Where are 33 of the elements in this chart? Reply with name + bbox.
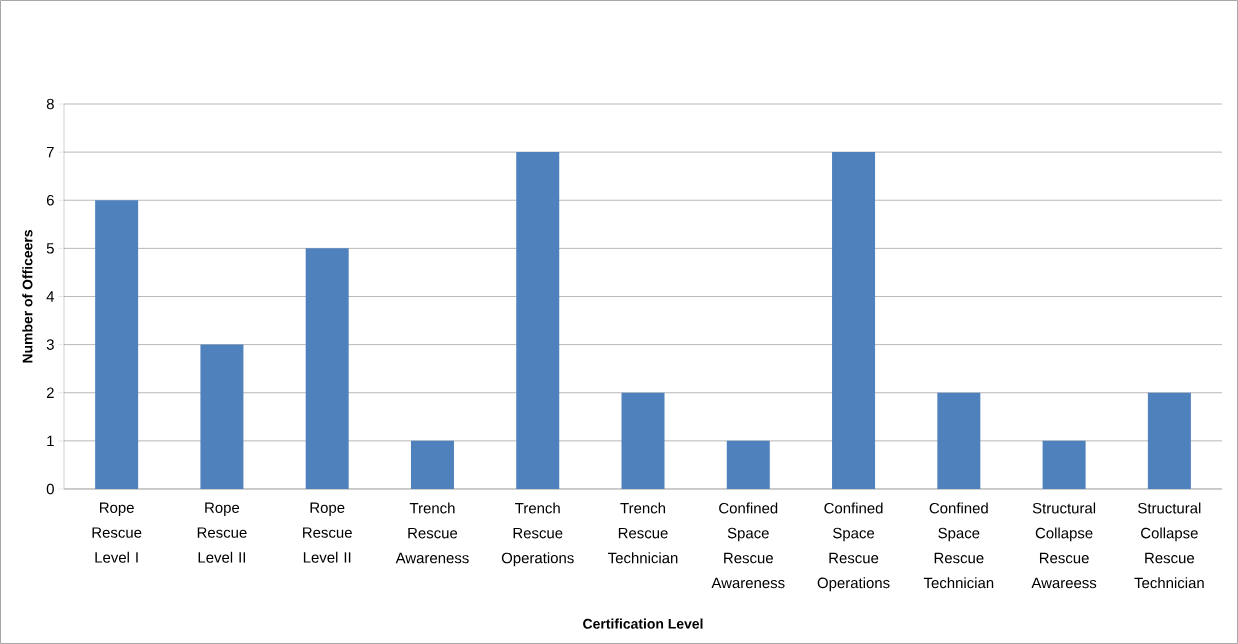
y-tick-label: 6 xyxy=(46,194,54,206)
x-tick-label: Structural Collapse Rescue Awareess xyxy=(1031,502,1097,589)
y-tick-label: 8 xyxy=(46,98,54,110)
bar xyxy=(305,248,349,489)
x-tick-label: Structural Collapse Rescue Technician xyxy=(1134,502,1204,589)
y-axis-title: Number of Officeers xyxy=(22,230,33,363)
y-tick-label: 7 xyxy=(46,146,54,158)
bar xyxy=(1147,392,1191,489)
y-tick-label: 3 xyxy=(46,339,54,350)
bar xyxy=(200,344,244,489)
x-tick-label: Trench Rescue Technician xyxy=(608,502,678,564)
bar xyxy=(516,152,560,489)
x-tick-label: Trench Rescue Awareness xyxy=(395,502,469,564)
bar xyxy=(832,152,876,489)
bar xyxy=(410,440,454,489)
bar xyxy=(1042,440,1086,489)
y-tick-label: 4 xyxy=(46,291,55,302)
x-tick-label: Confined Space Rescue Awareness xyxy=(711,502,785,589)
x-tick-label: Rope Rescue Level II xyxy=(303,502,352,563)
x-tick-label: Confined Space Rescue Operations xyxy=(817,502,890,592)
x-tick-label: Rope Rescue Level I xyxy=(92,502,142,563)
y-tick-label: 1 xyxy=(47,435,54,446)
bar xyxy=(621,392,665,489)
bar xyxy=(95,200,139,489)
x-tick-label: Trench Rescue Operations xyxy=(501,502,574,567)
bar xyxy=(726,440,770,489)
y-tick-label: 2 xyxy=(46,387,54,398)
y-tick-label: 0 xyxy=(46,483,54,495)
y-tick-label: 5 xyxy=(46,243,54,254)
x-tick-label: Confined Space Rescue Technician xyxy=(923,502,994,589)
x-axis-title: Certification Level xyxy=(583,618,703,629)
bar xyxy=(937,392,981,489)
x-tick-label: Rope Rescue Level II xyxy=(197,502,247,563)
